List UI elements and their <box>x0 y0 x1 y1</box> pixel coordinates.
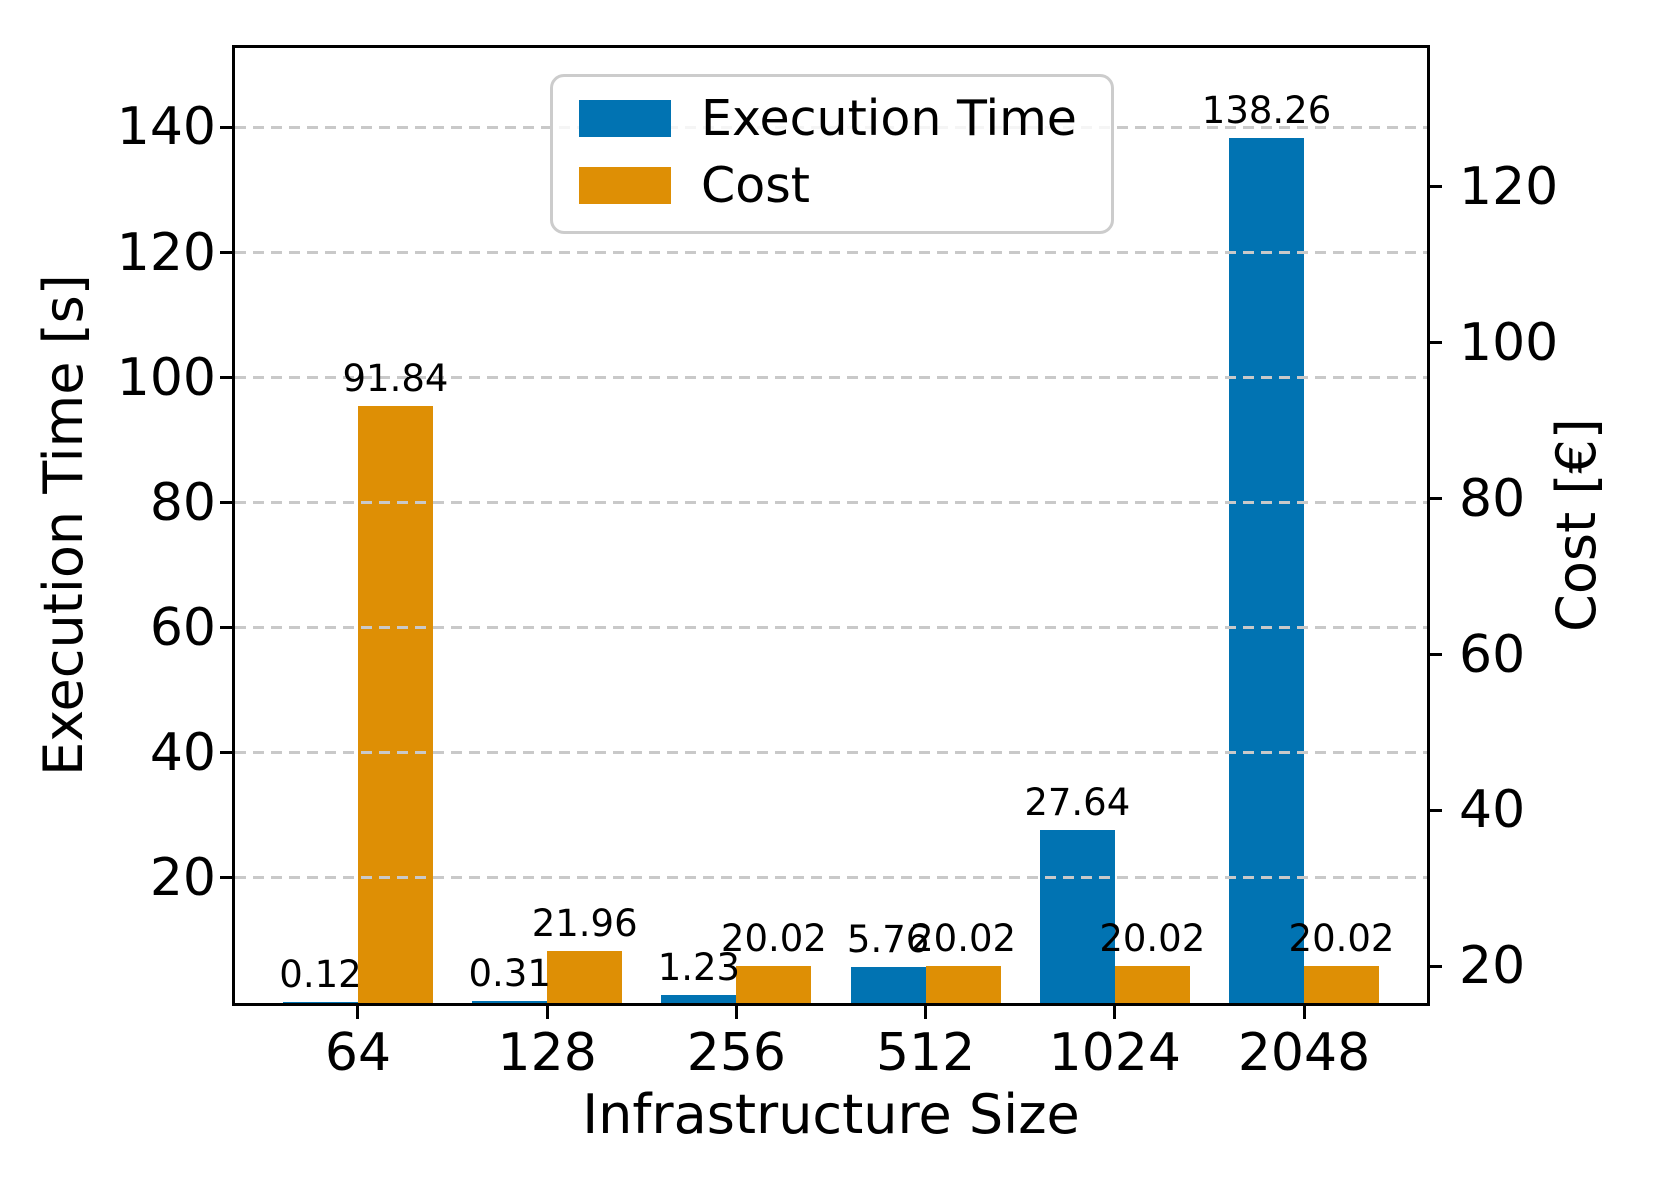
legend-swatch-cost <box>579 167 671 204</box>
gridline <box>235 501 1427 505</box>
bar-value-label: 20.02 <box>1099 917 1206 961</box>
bar-cost-2048 <box>1304 966 1380 1003</box>
right-axis-tick-label: 80 <box>1459 468 1526 529</box>
bar-execution-time-256 <box>661 995 737 1003</box>
bar-value-label: 20.02 <box>1288 917 1395 961</box>
right-axis-tick-label: 40 <box>1459 780 1526 841</box>
right-axis-tick-label: 20 <box>1459 936 1526 997</box>
left-axis-tick-label: 20 <box>149 847 216 908</box>
bar-value-label: 21.96 <box>531 902 638 946</box>
x-axis-tick-label: 128 <box>497 1023 597 1083</box>
legend-label-execution-time: Execution Time <box>701 90 1077 147</box>
x-axis-tick <box>356 1006 360 1019</box>
gridline <box>235 376 1427 380</box>
left-axis-tick <box>220 501 232 505</box>
right-y-axis-label: Cost [€] <box>1545 418 1608 632</box>
left-axis-tick-label: 120 <box>116 222 216 283</box>
bar-cost-128 <box>547 951 623 1003</box>
x-axis-tick-label: 64 <box>324 1023 392 1083</box>
left-axis-tick-label: 140 <box>116 97 216 158</box>
legend-swatch-execution-time <box>579 100 671 137</box>
bar-value-label: 91.84 <box>342 357 449 401</box>
legend-entry-execution-time: Execution Time <box>579 89 1077 148</box>
bar-value-label: 27.64 <box>1024 781 1131 825</box>
bar-value-label: 0.31 <box>468 952 551 996</box>
x-axis-label: Infrastructure Size <box>582 1083 1080 1146</box>
legend-label-cost: Cost <box>701 157 810 214</box>
x-axis-tick <box>1302 1006 1306 1019</box>
bar-value-label: 1.23 <box>657 946 741 990</box>
bar-execution-time-1024 <box>1039 830 1115 1003</box>
right-axis-tick-label: 100 <box>1459 312 1559 373</box>
left-axis-tick <box>220 876 232 880</box>
left-axis-tick <box>220 251 232 254</box>
left-axis-tick-label: 40 <box>149 722 216 783</box>
bar-value-label: 20.02 <box>910 917 1017 961</box>
bar-execution-time-512 <box>850 966 926 1003</box>
bar-value-label: 5.76 <box>846 917 930 961</box>
right-axis-tick <box>1430 964 1442 968</box>
bar-cost-1024 <box>1114 966 1190 1003</box>
right-axis-tick <box>1430 185 1442 189</box>
x-axis-tick <box>924 1006 928 1019</box>
legend: Execution Time Cost <box>550 74 1114 234</box>
gridline <box>235 251 1427 254</box>
bar-execution-time-64 <box>282 1002 358 1003</box>
gridline <box>235 876 1427 880</box>
left-axis-tick <box>220 125 232 129</box>
left-axis-tick-label: 100 <box>116 347 216 408</box>
bar-cost-64 <box>357 406 433 1003</box>
bar-cost-256 <box>736 966 812 1003</box>
left-axis-tick <box>220 626 232 630</box>
left-axis-tick-label: 80 <box>149 472 216 533</box>
left-axis-tick <box>220 751 232 755</box>
bar-value-label: 20.02 <box>720 917 827 961</box>
x-axis-tick <box>1113 1006 1117 1019</box>
right-axis-tick <box>1430 497 1442 501</box>
left-axis-tick-label: 60 <box>149 597 216 658</box>
bar-value-label: 138.26 <box>1201 89 1332 133</box>
gridline <box>235 751 1427 755</box>
x-axis-tick <box>545 1006 549 1019</box>
right-axis-tick-label: 60 <box>1459 624 1526 685</box>
right-axis-tick <box>1430 341 1442 345</box>
bar-execution-time-2048 <box>1229 138 1305 1003</box>
bar-execution-time-128 <box>472 1001 548 1003</box>
x-axis-tick-label: 2048 <box>1237 1023 1371 1083</box>
right-axis-tick <box>1430 808 1442 812</box>
legend-entry-cost: Cost <box>579 156 1077 215</box>
x-axis-tick-label: 256 <box>686 1023 787 1083</box>
x-axis-tick-label: 512 <box>875 1023 976 1083</box>
x-axis-tick <box>734 1006 738 1019</box>
right-axis-tick-label: 120 <box>1459 156 1559 217</box>
bar-cost-512 <box>925 966 1001 1003</box>
bar-value-label: 0.12 <box>279 953 362 997</box>
x-axis-tick-label: 1024 <box>1048 1023 1181 1083</box>
left-axis-tick <box>220 376 232 380</box>
gridline <box>235 626 1427 630</box>
right-axis-tick <box>1430 653 1442 657</box>
